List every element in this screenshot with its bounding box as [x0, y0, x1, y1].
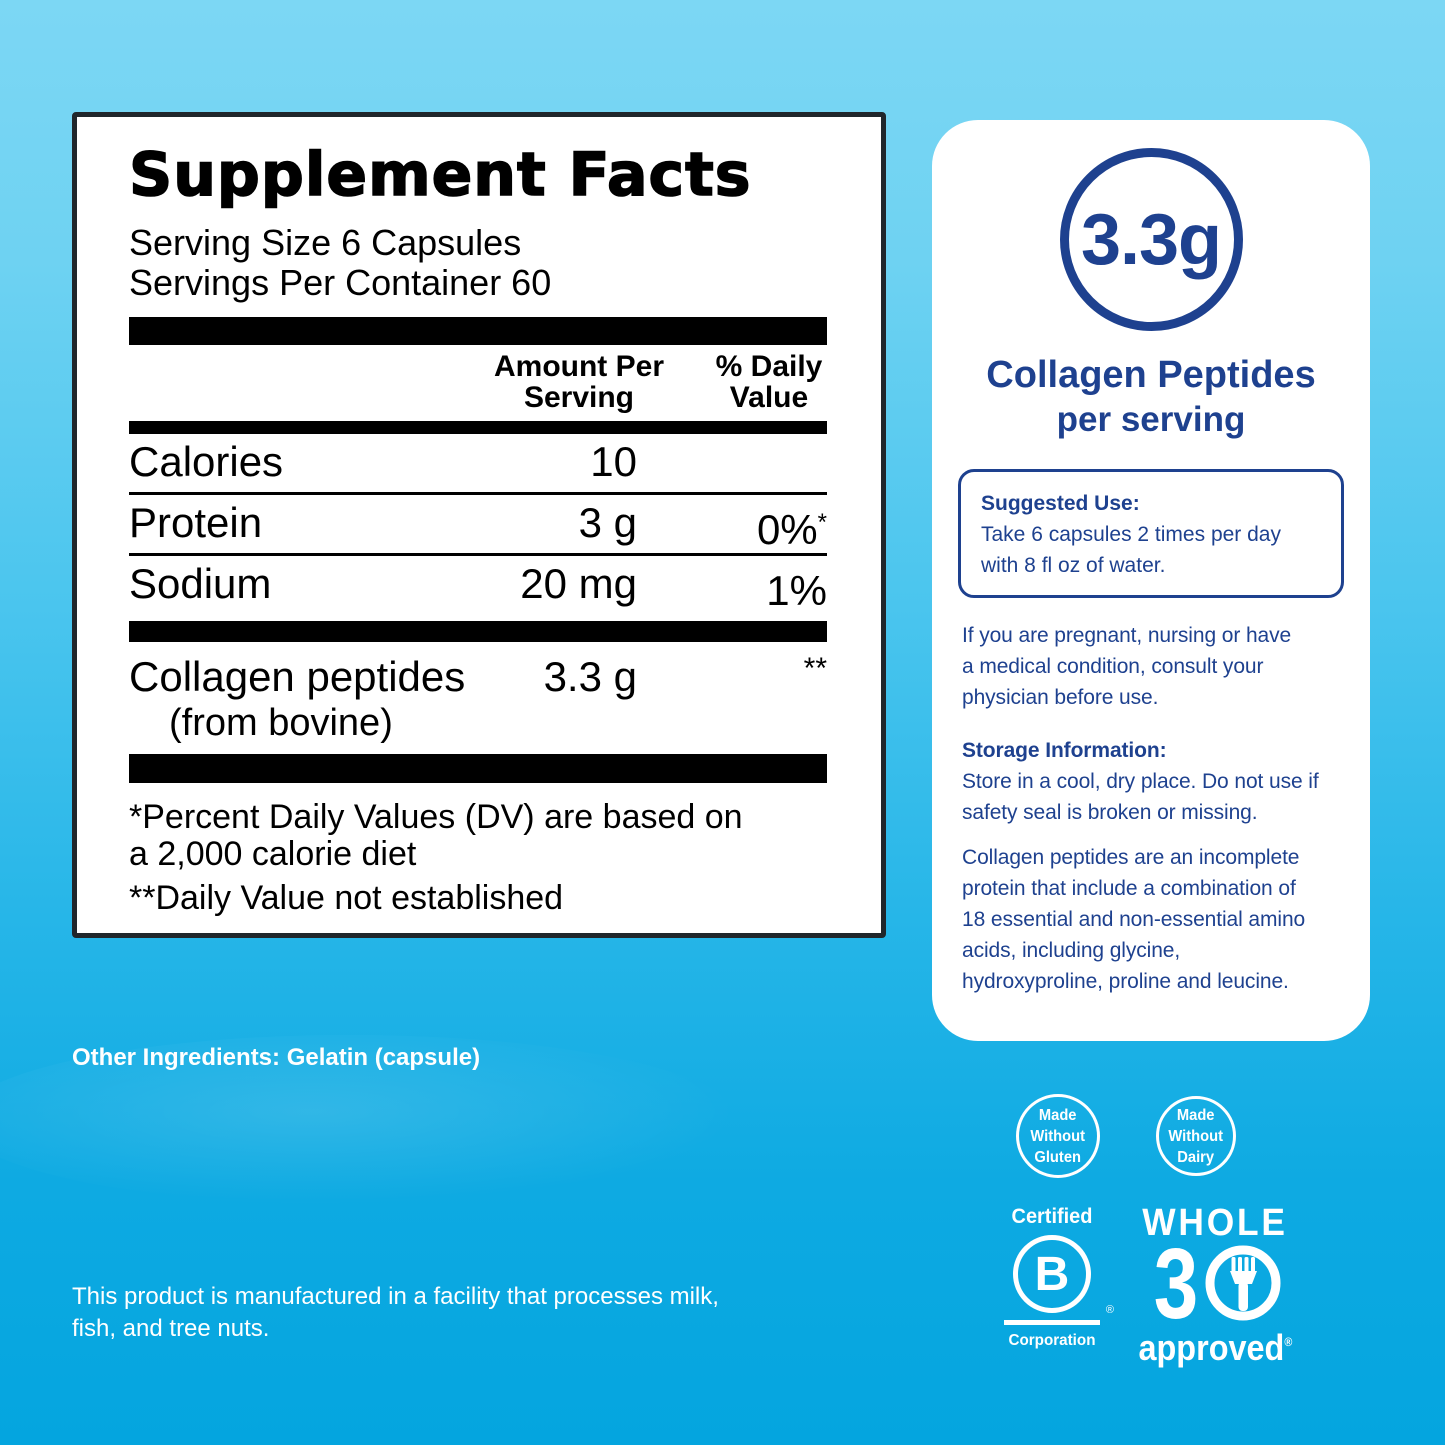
nutrient-row-protein: Protein 3 g 0%*	[129, 495, 827, 556]
thirty-row: 3	[1130, 1228, 1300, 1340]
suggested-use-box: Suggested Use: Take 6 capsules 2 times p…	[958, 469, 1344, 598]
fork-icon	[1229, 1257, 1257, 1311]
nutrient-name: Protein	[129, 499, 263, 546]
footnote-not-established: **Daily Value not established	[129, 879, 564, 917]
made-without-dairy-badge: Made Without Dairy	[1156, 1096, 1236, 1176]
badge-text: Made Without Gluten	[1030, 1106, 1086, 1166]
nutrient-amount: 3.3 g	[543, 653, 637, 700]
certified-b-corporation-logo: Certified B ® Corporation	[1004, 1205, 1114, 1350]
background-highlight	[0, 1035, 740, 1205]
divider-bar-thick	[129, 317, 827, 345]
divider-bar-thick	[129, 754, 827, 783]
nutrient-name: Sodium	[129, 560, 272, 607]
nutrient-source: (from bovine)	[169, 702, 393, 744]
dv-mark: *	[817, 509, 827, 536]
servings-per-container: Servings Per Container 60	[129, 262, 552, 303]
nutrient-dv: 1%	[766, 561, 827, 614]
per-serving-heading: per serving	[1056, 400, 1246, 439]
registered-mark: ®	[1284, 1335, 1293, 1349]
corporation-label: Corporation	[1008, 1332, 1096, 1349]
dv-value: 1%	[766, 567, 827, 614]
certified-label: Certified	[1011, 1205, 1093, 1228]
storage-information: Storage Information: Store in a cool, dr…	[962, 735, 1352, 828]
collagen-amount-ring: 3.3g	[1059, 148, 1243, 331]
whole-word: WHOLE	[1142, 1202, 1288, 1244]
facts-column-headers: Amount Per Serving % Daily Value	[129, 349, 827, 421]
nutrient-row-sodium: Sodium 20 mg 1%	[129, 556, 827, 621]
whole30-approved-logo: WHOLE 3 approved®	[1130, 1202, 1300, 1366]
serving-size: Serving Size 6 Capsules	[129, 222, 522, 263]
facility-allergen-note: This product is manufactured in a facili…	[72, 1283, 719, 1342]
nutrient-dv: 0%*	[757, 500, 827, 553]
made-without-gluten-badge: Made Without Gluten	[1016, 1094, 1100, 1178]
pregnancy-warning: If you are pregnant, nursing or have a m…	[962, 624, 1292, 709]
dv-mark: **	[803, 652, 827, 685]
other-ingredients-text: Other Ingredients: Gelatin (capsule)	[72, 1044, 481, 1071]
b-corp-circle-icon: B	[1013, 1235, 1091, 1313]
badge-text: Made Without Dairy	[1168, 1106, 1224, 1166]
daily-value-header: % Daily Value	[715, 350, 823, 414]
amount-per-serving-header: Amount Per Serving	[493, 350, 664, 414]
dv-value: 0%	[756, 506, 818, 553]
approved-word: approved®	[1139, 1326, 1293, 1366]
collagen-description: Collagen peptides are an incomplete prot…	[962, 846, 1306, 993]
three-digit: 3	[1153, 1228, 1199, 1340]
b-corp-underline: ®	[1004, 1304, 1114, 1325]
supplement-facts-panel: Supplement Facts Serving Size 6 Capsules…	[72, 112, 886, 938]
suggested-use-title: Suggested Use:	[981, 492, 1140, 515]
divider-bar-medium	[129, 421, 827, 434]
nutrient-name: Collagen peptides	[129, 653, 466, 700]
nutrient-name: Calories	[129, 438, 284, 485]
nutrient-row-calories: Calories 10	[129, 434, 827, 495]
storage-title: Storage Information:	[962, 739, 1167, 762]
divider-bar-thick	[129, 621, 827, 642]
collagen-amount-value: 3.3g	[1080, 199, 1222, 280]
nutrient-amount: 10	[590, 438, 637, 485]
b-letter: B	[1034, 1247, 1070, 1301]
info-panel: 3.3g Collagen Peptides per serving Sugge…	[932, 120, 1370, 1041]
approved-text: approved	[1138, 1327, 1285, 1368]
registered-mark: ®	[1105, 1304, 1114, 1316]
suggested-use-text: Take 6 capsules 2 times per day with 8 f…	[981, 523, 1281, 577]
footnote-daily-values: *Percent Daily Values (DV) are based on …	[129, 798, 743, 873]
storage-text: Store in a cool, dry place. Do not use i…	[962, 770, 1319, 824]
zero-with-fork-icon	[1205, 1245, 1281, 1321]
supplement-facts-title: Supplement Facts	[128, 140, 752, 210]
nutrient-row-collagen-peptides: Collagen peptides 3.3 g ** (from bovine)	[129, 642, 827, 754]
nutrient-amount: 20 mg	[520, 560, 637, 607]
collagen-peptides-heading: Collagen Peptides	[986, 354, 1316, 396]
nutrient-amount: 3 g	[578, 499, 637, 546]
